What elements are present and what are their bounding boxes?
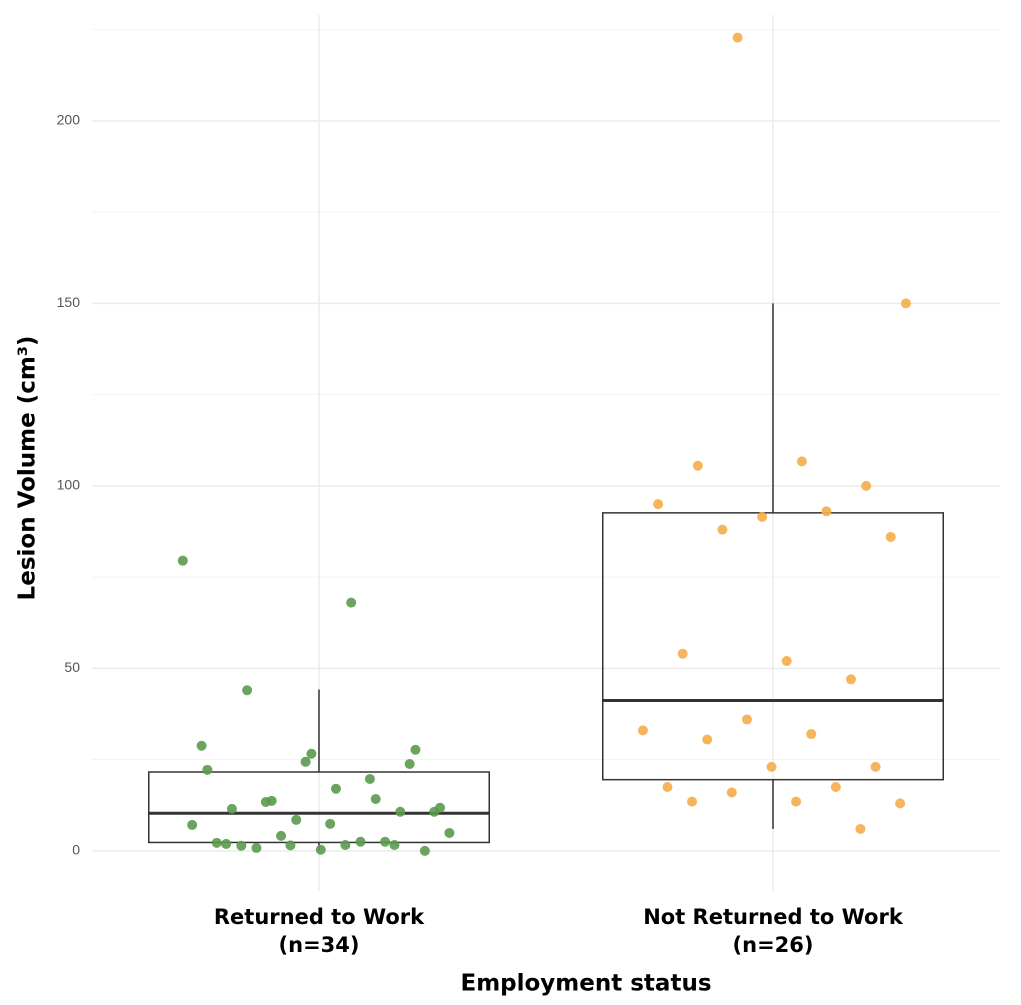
- point: [380, 836, 391, 847]
- point: [662, 781, 673, 792]
- box: [148, 771, 490, 844]
- point: [766, 761, 777, 772]
- point: [791, 796, 802, 807]
- x-tick-label: Returned to Work: [214, 905, 425, 929]
- point: [702, 734, 713, 745]
- point: [861, 480, 872, 491]
- x-tick-label: Not Returned to Work: [643, 905, 904, 929]
- point: [885, 531, 896, 542]
- point: [781, 656, 792, 667]
- y-axis-title: Lesion Volume (cm³): [15, 336, 41, 601]
- point: [429, 806, 440, 817]
- point: [821, 506, 832, 517]
- point: [757, 511, 768, 522]
- point: [796, 456, 807, 467]
- point: [221, 838, 232, 849]
- point: [330, 783, 341, 794]
- x-axis-title: Employment status: [460, 971, 711, 997]
- point: [276, 830, 287, 841]
- point: [846, 674, 857, 685]
- y-tick-label: 0: [72, 842, 80, 858]
- point: [855, 823, 866, 834]
- point: [692, 460, 703, 471]
- point: [187, 819, 198, 830]
- point: [687, 796, 698, 807]
- y-tick-label: 200: [57, 112, 81, 128]
- x-tick-count: (n=34): [279, 933, 360, 957]
- point: [404, 758, 415, 769]
- point: [291, 814, 302, 825]
- point: [325, 818, 336, 829]
- point: [226, 803, 237, 814]
- x-tick-count: (n=26): [733, 933, 814, 957]
- point: [370, 794, 381, 805]
- y-tick-label: 100: [57, 477, 81, 493]
- point: [410, 744, 421, 755]
- point: [870, 761, 881, 772]
- point: [251, 842, 262, 853]
- point: [236, 840, 247, 851]
- point: [196, 740, 207, 751]
- point: [260, 796, 271, 807]
- point: [419, 845, 430, 856]
- point: [806, 729, 817, 740]
- point: [900, 298, 911, 309]
- point: [726, 787, 737, 798]
- point: [444, 827, 455, 838]
- box: [602, 512, 944, 781]
- point: [732, 32, 743, 43]
- point: [340, 840, 351, 851]
- point: [306, 748, 317, 759]
- point: [346, 597, 357, 608]
- point: [242, 685, 253, 696]
- point: [895, 798, 906, 809]
- point: [653, 499, 664, 510]
- point: [285, 840, 296, 851]
- point: [177, 555, 188, 566]
- point: [202, 764, 213, 775]
- point: [364, 773, 375, 784]
- point: [677, 648, 688, 659]
- point: [830, 781, 841, 792]
- y-tick-label: 50: [64, 659, 80, 675]
- point: [395, 806, 406, 817]
- y-tick-label: 150: [57, 294, 81, 310]
- point: [211, 837, 222, 848]
- point: [315, 844, 326, 855]
- point: [300, 756, 311, 767]
- point: [355, 836, 366, 847]
- point: [637, 725, 648, 736]
- point: [389, 840, 400, 851]
- point: [741, 714, 752, 725]
- point: [717, 524, 728, 535]
